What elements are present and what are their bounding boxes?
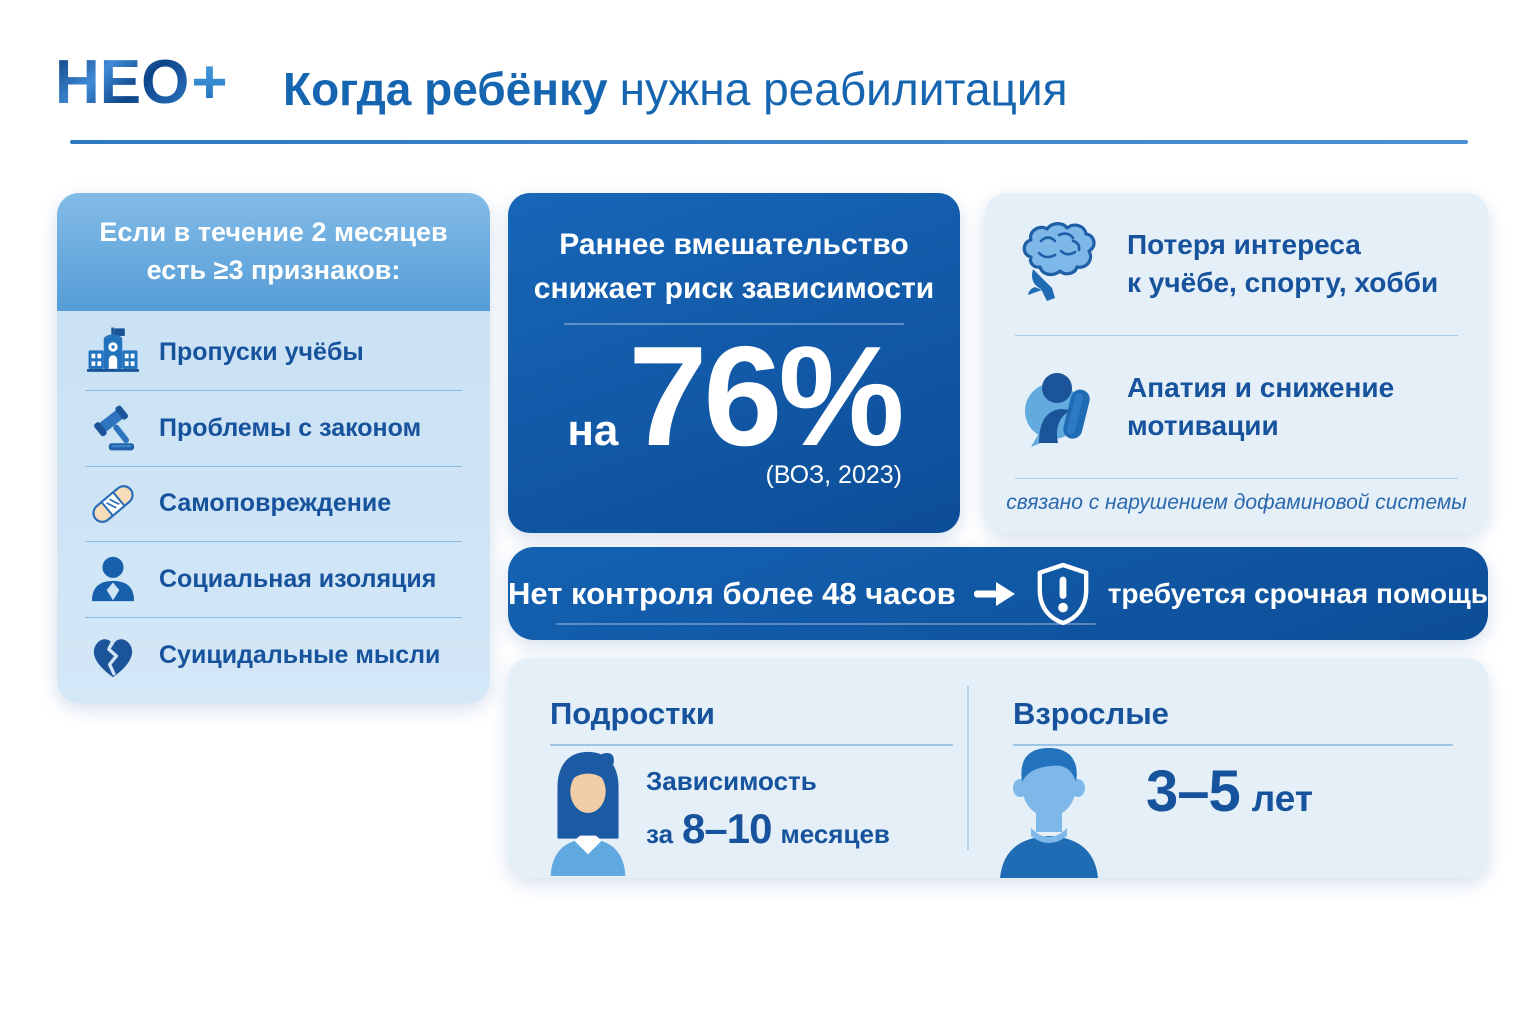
neo-plus-logo: НЕО+ [55, 52, 228, 114]
teens-suffix: месяцев [780, 819, 890, 849]
bandage-icon [85, 476, 141, 532]
signs-heading-line2: есть ≥3 признаков: [146, 255, 401, 285]
logo-text: НЕО [55, 48, 190, 117]
adult-man-avatar [986, 740, 1112, 883]
adults-heading: Взрослые [1013, 696, 1169, 731]
list-item: Апатия и снижение мотивации [985, 336, 1488, 478]
teen-girl-avatar [536, 746, 640, 881]
symptom-line1: Апатия и снижение [1127, 372, 1395, 404]
list-item: Самоповреждение [85, 467, 462, 543]
symptom-line1: Потеря интереса [1127, 229, 1361, 261]
timeline-panel: Подростки Зависимость за 8–10 месяцев Вз… [508, 658, 1488, 878]
stat-source: (ВОЗ, 2023) [765, 461, 902, 490]
sign-label: Суицидальные мысли [159, 641, 441, 670]
stat-value: 76% [628, 317, 904, 476]
adults-suffix: лет [1251, 778, 1314, 819]
adults-value: 3–5 [1146, 759, 1241, 824]
teens-underline [550, 744, 953, 746]
teens-heading: Подростки [550, 696, 715, 731]
arrow-right-icon [972, 578, 1018, 610]
list-item: Потеря интереса к учёбе, спорту, хобби [985, 193, 1488, 335]
symptom-label: Потеря интереса к учёбе, спорту, хобби [1127, 226, 1438, 302]
signs-list: Пропуски учёбы Проблемы с [57, 311, 490, 703]
stat-heading: Раннее вмешательство снижает риск зависи… [508, 223, 960, 310]
header-divider [70, 140, 1468, 144]
sign-label: Пропуски учёбы [159, 337, 364, 366]
teens-prefix: за [646, 819, 674, 849]
vertical-divider [967, 686, 969, 850]
shield-alert-icon [1034, 562, 1092, 626]
list-item: Проблемы с законом [85, 391, 462, 467]
signs-panel: Если в течение 2 месяцев есть ≥3 признак… [57, 193, 490, 703]
broken-heart-icon [85, 628, 141, 684]
stat-heading-line2: снижает риск зависимости [533, 271, 935, 305]
sign-label: Проблемы с законом [159, 413, 422, 442]
alert-banner: Нет контроля более 48 часов требуется ср… [508, 547, 1488, 640]
divider [1015, 478, 1458, 479]
adults-text: 3–5 лет [1146, 758, 1313, 825]
stat-value-row: на 76% [508, 317, 960, 476]
signs-panel-heading: Если в течение 2 месяцев есть ≥3 признак… [57, 193, 490, 311]
banner-underline [556, 623, 1096, 625]
page-title-regular: нужна реабилитация [619, 63, 1068, 115]
symptom-line2: к учёбе, спорту, хобби [1127, 267, 1439, 298]
symptom-line2: мотивации [1127, 410, 1279, 441]
sign-label: Самоповреждение [159, 489, 392, 518]
page-title-bold: Когда ребёнку [283, 63, 608, 115]
divider [1015, 335, 1458, 336]
stat-divider [564, 323, 904, 325]
stat-value-prefix: на [567, 406, 619, 455]
adults-underline [1013, 744, 1453, 746]
apathy-icon [1013, 361, 1105, 453]
teens-line2: за 8–10 месяцев [646, 805, 890, 853]
person-icon [85, 552, 141, 608]
alert-condition: Нет контроля более 48 часов [508, 575, 956, 611]
sign-label: Социальная изоляция [159, 565, 437, 594]
alert-action: требуется срочная помощь [1107, 577, 1488, 609]
gavel-icon [85, 400, 141, 456]
list-item: Пропуски учёбы [85, 315, 462, 391]
teens-text: Зависимость за 8–10 месяцев [646, 766, 890, 853]
stat-heading-line1: Раннее вмешательство [559, 228, 909, 261]
brain-icon [1013, 218, 1105, 310]
stat-panel: Раннее вмешательство снижает риск зависи… [508, 193, 960, 533]
teens-line1: Зависимость [646, 766, 817, 796]
school-icon [85, 324, 141, 380]
logo-plus-icon: + [191, 48, 228, 117]
symptoms-panel: Потеря интереса к учёбе, спорту, хобби А… [985, 193, 1488, 533]
symptoms-footnote: связано с нарушением дофаминовой системы [1006, 491, 1467, 514]
list-item: Суицидальные мысли [85, 618, 462, 693]
symptom-label: Апатия и снижение мотивации [1127, 369, 1394, 445]
teens-value: 8–10 [682, 805, 772, 852]
list-item: Социальная изоляция [85, 542, 462, 619]
page-title: Когда ребёнку нужна реабилитация [283, 62, 1067, 116]
signs-heading-line1: Если в течение 2 месяцев [99, 217, 448, 248]
